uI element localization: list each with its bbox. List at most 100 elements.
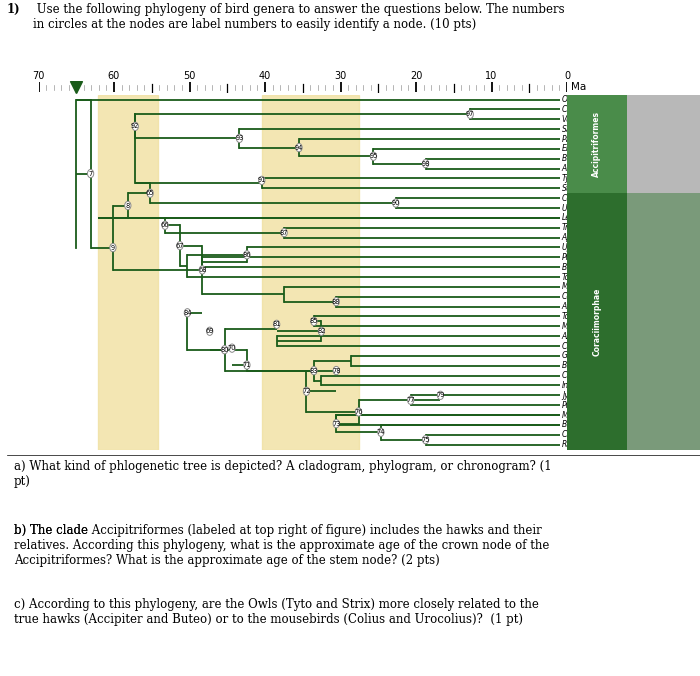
Circle shape [333, 420, 340, 428]
Text: Bucco: Bucco [562, 361, 585, 370]
Circle shape [237, 135, 243, 143]
Text: Ramphastos: Ramphastos [562, 440, 609, 449]
FancyBboxPatch shape [626, 193, 700, 450]
Text: 65: 65 [146, 190, 155, 196]
Text: 72: 72 [302, 388, 311, 394]
Text: Indicator: Indicator [562, 381, 596, 390]
Text: 50: 50 [183, 70, 196, 80]
Text: Phoeniculus: Phoeniculus [562, 253, 608, 262]
Circle shape [274, 320, 280, 329]
Circle shape [303, 387, 309, 395]
Circle shape [110, 243, 116, 251]
Text: Coracias: Coracias [562, 292, 594, 301]
Text: 69: 69 [206, 329, 214, 334]
Circle shape [311, 366, 317, 375]
Text: 67: 67 [176, 243, 184, 249]
Text: Momotus: Momotus [562, 322, 597, 331]
FancyBboxPatch shape [567, 193, 626, 450]
Text: 90: 90 [391, 200, 400, 206]
Circle shape [296, 143, 302, 152]
Text: 10: 10 [485, 70, 498, 80]
Text: 93: 93 [235, 135, 244, 141]
Text: 70: 70 [32, 70, 45, 80]
Text: Buteo: Buteo [562, 154, 584, 163]
Circle shape [244, 251, 250, 259]
Text: 40: 40 [259, 70, 271, 80]
Text: Coraciimorphae: Coraciimorphae [592, 287, 601, 356]
Text: 74: 74 [377, 429, 385, 435]
Text: Chloroceryle: Chloroceryle [562, 341, 610, 351]
Text: Upupa: Upupa [562, 243, 587, 252]
Text: 73: 73 [332, 420, 340, 427]
Text: 94: 94 [295, 145, 303, 151]
Bar [98, 95, 158, 450]
Text: Jynx: Jynx [562, 391, 578, 400]
Text: 30: 30 [335, 70, 346, 80]
Circle shape [356, 408, 362, 416]
Text: 88: 88 [332, 299, 340, 305]
Text: Elanus: Elanus [562, 145, 587, 153]
Text: Cathartes: Cathartes [562, 105, 599, 114]
Text: Accipitriformes: Accipitriformes [592, 111, 601, 177]
Text: 71: 71 [243, 362, 251, 368]
Text: Ma: Ma [570, 82, 586, 92]
Circle shape [199, 266, 205, 274]
Text: Pandion: Pandion [562, 135, 592, 143]
Text: 0: 0 [564, 70, 570, 80]
Circle shape [147, 189, 153, 197]
Circle shape [318, 327, 325, 335]
Text: b) The clade: b) The clade [14, 525, 92, 537]
Text: Chelidoptera: Chelidoptera [562, 371, 611, 380]
Text: 79: 79 [436, 392, 445, 398]
Text: Vultur: Vultur [562, 115, 585, 124]
Bar [262, 95, 358, 450]
Text: b) The clade Accipitriformes (labeled at top right of figure) includes the hawks: b) The clade Accipitriformes (labeled at… [14, 525, 550, 567]
Text: 80: 80 [220, 347, 229, 353]
Text: 84: 84 [183, 310, 192, 316]
Text: 66: 66 [161, 222, 169, 228]
Circle shape [244, 361, 250, 369]
Circle shape [162, 221, 168, 229]
Text: Megalaima: Megalaima [562, 410, 603, 420]
Text: Trogon: Trogon [562, 223, 588, 233]
Circle shape [378, 428, 384, 437]
Circle shape [125, 201, 131, 210]
Circle shape [221, 345, 228, 354]
Text: 92: 92 [131, 124, 139, 129]
Text: Apaloderma: Apaloderma [562, 233, 608, 242]
Text: 81: 81 [272, 321, 281, 327]
Text: 60: 60 [108, 70, 120, 80]
Text: Opisthocomus: Opisthocomus [562, 95, 617, 104]
Text: 9: 9 [111, 245, 115, 251]
Circle shape [206, 327, 213, 335]
Text: 98: 98 [421, 161, 430, 167]
Text: 1): 1) [7, 3, 20, 16]
Text: 77: 77 [407, 397, 415, 404]
Text: Galbula: Galbula [562, 352, 591, 360]
Text: Sagittarius: Sagittarius [562, 124, 603, 134]
FancyBboxPatch shape [626, 95, 700, 193]
Text: Picus: Picus [562, 401, 582, 410]
Text: 85: 85 [309, 318, 318, 324]
Text: 70: 70 [228, 345, 237, 351]
Text: 8: 8 [126, 203, 130, 209]
Text: 91: 91 [258, 177, 266, 183]
Text: Strix: Strix [562, 184, 580, 193]
Text: Accipiter: Accipiter [562, 164, 596, 173]
Text: Leptosomus: Leptosomus [562, 214, 608, 222]
Circle shape [438, 391, 444, 400]
Text: 86: 86 [243, 252, 251, 258]
Text: Capito: Capito [562, 430, 587, 439]
Circle shape [422, 435, 428, 444]
Text: 20: 20 [410, 70, 422, 80]
Text: Tockus: Tockus [562, 272, 587, 281]
Circle shape [333, 366, 340, 375]
Text: 95: 95 [370, 153, 378, 160]
Text: Urocolius: Urocolius [562, 203, 597, 212]
Circle shape [132, 122, 139, 130]
Text: Bucorvus: Bucorvus [562, 263, 597, 272]
FancyBboxPatch shape [567, 95, 626, 193]
Text: 87: 87 [280, 230, 288, 236]
Circle shape [333, 297, 340, 306]
Circle shape [259, 176, 265, 185]
